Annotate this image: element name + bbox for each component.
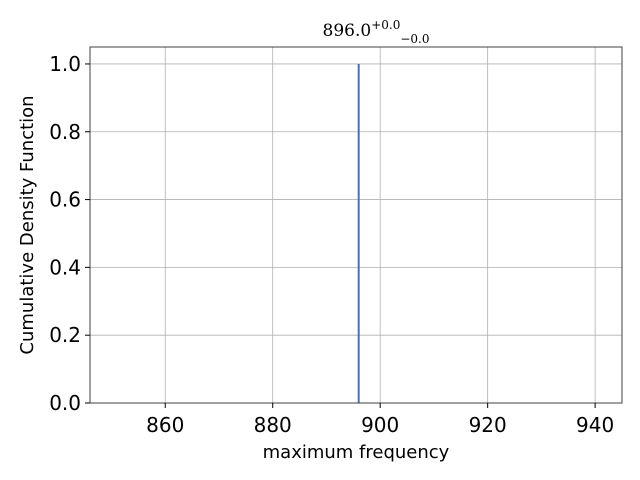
y-tick-label: 1.0 (49, 52, 81, 76)
x-tick-label: 860 (146, 413, 184, 437)
grid-lines (90, 47, 622, 404)
y-tick-label: 0.0 (49, 391, 81, 415)
y-tick-label: 0.8 (49, 120, 81, 144)
plot-frame (89, 46, 623, 404)
x-tick-label: 900 (361, 413, 399, 437)
x-tick-label: 940 (576, 413, 614, 437)
title-superscript: +0.0 (371, 18, 400, 32)
tick-layer: 860 880 900 920 940 0.0 0.2 0.4 0.6 0.8 1.0 (49, 52, 614, 437)
x-tick-label: 880 (254, 413, 292, 437)
y-axis-label: Cumulative Density Function (17, 95, 38, 354)
x-axis-label: maximum frequency (263, 442, 450, 463)
y-tick-label: 0.4 (49, 255, 81, 279)
title-subscript: −0.0 (400, 32, 429, 46)
title-main: 896.0 (323, 21, 372, 41)
x-tick-label: 920 (469, 413, 507, 437)
y-tick-label: 0.6 (49, 188, 81, 212)
y-tick-label: 0.2 (49, 323, 81, 347)
chart-title: 896.0+0.0−0.0 (323, 18, 430, 46)
